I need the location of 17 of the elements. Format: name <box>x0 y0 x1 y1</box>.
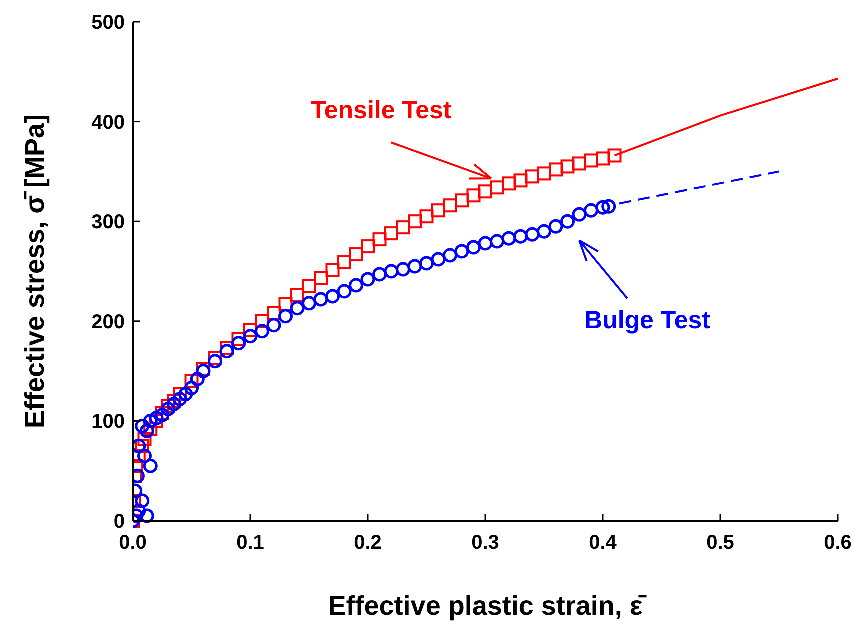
y-tick-label: 300 <box>92 212 125 234</box>
annotation: Bulge Test <box>584 306 712 335</box>
x-tick-label: 0.0 <box>119 532 147 554</box>
x-tick-label: 0.6 <box>824 532 852 554</box>
y-axis-title: Effective stress, σ̄ [MPa] <box>20 114 50 429</box>
y-tick-label: 200 <box>92 311 125 334</box>
y-tick-label: 500 <box>92 12 125 34</box>
x-tick-label: 0.3 <box>472 532 500 554</box>
x-tick-label: 0.5 <box>706 532 734 554</box>
x-tick-label: 0.4 <box>589 532 618 554</box>
y-tick-label: 100 <box>92 411 125 434</box>
x-axis-title: Effective plastic strain, ε̄ <box>328 591 648 621</box>
y-tick-label: 400 <box>92 112 125 134</box>
x-tick-label: 0.1 <box>236 532 264 554</box>
y-tick-label: 0 <box>114 511 125 533</box>
annotation: Tensile Test <box>310 96 452 125</box>
x-tick-label: 0.2 <box>354 532 382 554</box>
